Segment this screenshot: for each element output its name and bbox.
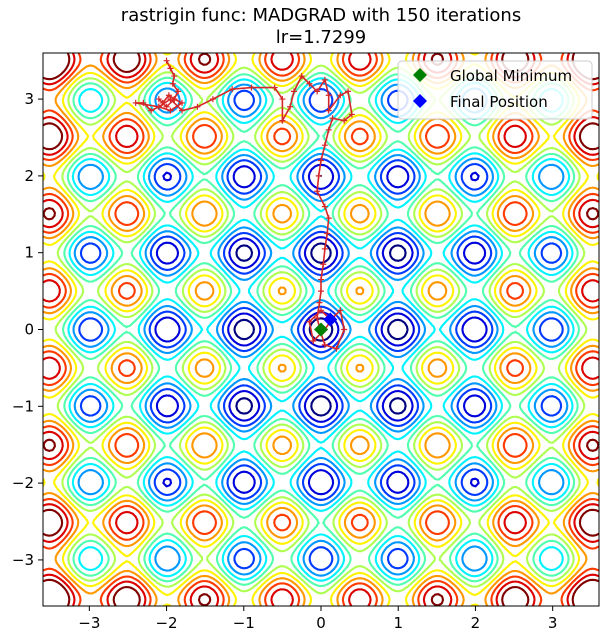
path-point — [321, 245, 328, 252]
path-point — [337, 307, 344, 314]
path-point — [194, 103, 201, 110]
path-point — [318, 307, 324, 314]
x-axis: −3 −2 −1 0 1 2 3 — [78, 606, 557, 632]
legend: Global Minimum Final Position — [397, 60, 593, 120]
path-point — [209, 96, 216, 103]
final-position-marker — [323, 312, 338, 327]
path-point — [318, 276, 324, 283]
y-tick-label: 1 — [24, 244, 34, 262]
path-point — [271, 84, 278, 91]
path-point — [148, 107, 155, 114]
x-tick-label: 2 — [471, 614, 481, 632]
y-tick-label: 2 — [24, 167, 34, 185]
path-point — [333, 345, 340, 352]
contour-level-3 — [72, 82, 570, 577]
path-point — [155, 96, 162, 103]
contour-level-6 — [54, 64, 588, 595]
path-point — [279, 96, 286, 103]
y-tick-label: −1 — [12, 397, 34, 415]
y-tick-label: −3 — [12, 551, 34, 569]
path-point — [318, 157, 324, 164]
path-point — [337, 92, 344, 99]
chart-subtitle: lr=1.7299 — [276, 27, 366, 48]
legend-marker-global-minimum — [413, 68, 427, 82]
path-point — [321, 142, 328, 149]
path-point — [140, 99, 147, 106]
path-point — [279, 117, 286, 124]
path-point — [167, 96, 174, 103]
path-point — [165, 92, 172, 99]
path-point — [132, 99, 139, 106]
legend-label-global-minimum: Global Minimum — [450, 67, 572, 85]
path-point — [314, 188, 321, 195]
contour-level-1 — [154, 163, 488, 496]
path-point — [310, 338, 317, 345]
contour-level-10 — [43, 53, 599, 606]
x-tick-label: −1 — [233, 614, 255, 632]
path-point — [179, 107, 185, 114]
path-point — [320, 261, 327, 268]
contour-level-2 — [78, 88, 564, 571]
contour-level-5 — [61, 71, 581, 588]
path-point — [329, 115, 336, 122]
path-point — [315, 172, 322, 179]
path-point — [316, 299, 323, 306]
optimizer-path — [132, 57, 355, 352]
x-tick-label: 3 — [548, 614, 558, 632]
contour-level-4 — [67, 77, 575, 582]
path-point — [306, 80, 313, 87]
path-point — [298, 73, 305, 80]
legend-box — [397, 60, 593, 120]
legend-marker-final-position — [413, 94, 427, 108]
y-tick-label: −2 — [12, 474, 34, 492]
path-point — [159, 99, 166, 106]
path-point — [287, 103, 294, 110]
path-point — [314, 314, 321, 321]
path-point — [325, 126, 332, 133]
path-point — [169, 80, 176, 87]
contour-level-11 — [43, 53, 599, 606]
path-point — [318, 288, 324, 295]
path-point — [325, 92, 332, 99]
y-tick-label: 0 — [24, 321, 34, 339]
path-point — [324, 230, 331, 237]
x-tick-label: 1 — [393, 614, 403, 632]
path-point — [321, 76, 328, 83]
path-point — [290, 88, 297, 95]
path-point — [155, 103, 162, 110]
global-minimum-marker — [314, 322, 328, 337]
path-point — [325, 215, 332, 222]
contour-level-0 — [233, 174, 409, 417]
x-tick-label: −3 — [78, 614, 100, 632]
path-point — [321, 203, 328, 210]
x-tick-label: −2 — [155, 614, 177, 632]
path-point — [163, 57, 170, 64]
x-tick-label: 0 — [316, 614, 326, 632]
path-point — [163, 103, 170, 110]
y-axis: −3 −2 −1 0 1 2 3 — [12, 90, 43, 569]
path-point — [167, 107, 174, 114]
path-point — [175, 88, 182, 95]
path-point — [341, 117, 348, 124]
path-point — [348, 111, 355, 118]
path-point — [229, 86, 236, 93]
path-point — [325, 107, 332, 114]
path-point — [314, 88, 321, 95]
path-point — [306, 318, 313, 325]
path-point — [248, 84, 255, 91]
path-point — [171, 73, 178, 80]
chart-title: rastrigin func: MADGRAD with 150 iterati… — [121, 5, 521, 26]
path-point — [321, 341, 328, 348]
y-tick-label: 3 — [24, 90, 34, 108]
legend-label-final-position: Final Position — [450, 93, 548, 111]
path-point — [179, 99, 185, 106]
path-point — [167, 65, 174, 72]
path-point — [341, 326, 348, 333]
path-point — [345, 88, 352, 95]
contour-lines — [43, 53, 599, 606]
plot-area — [42, 52, 600, 607]
point-markers — [314, 312, 338, 337]
